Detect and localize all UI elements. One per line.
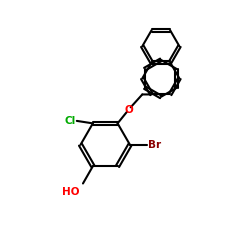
Text: Br: Br [148, 140, 162, 150]
Text: HO: HO [62, 187, 79, 197]
Text: O: O [124, 105, 133, 115]
Text: Cl: Cl [64, 116, 76, 126]
